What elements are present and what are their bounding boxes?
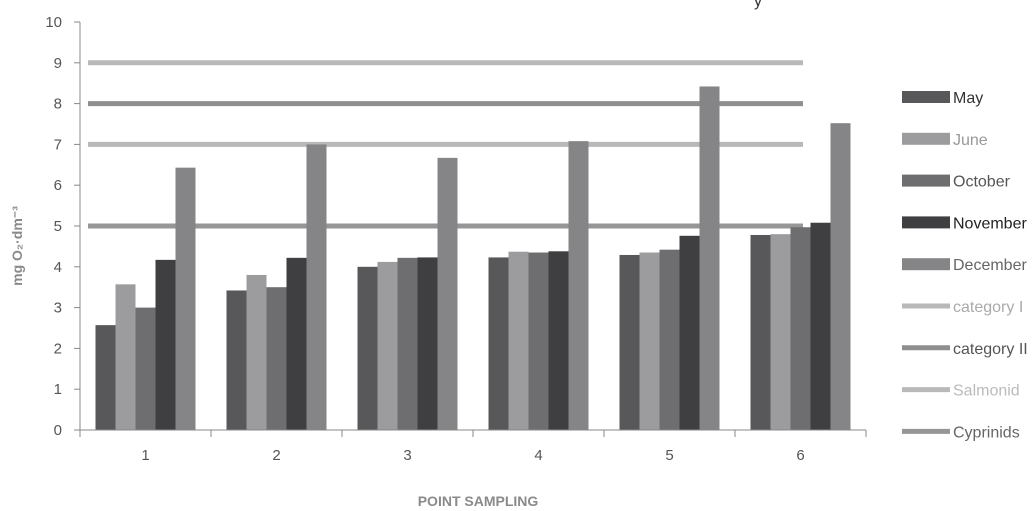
legend-swatch-1 [902,132,950,145]
bar-4-0 [175,167,196,430]
bar-3-0 [155,259,176,430]
bar-3-1 [286,257,307,430]
legend-label-4: December [953,257,1027,274]
bar-3-5 [810,222,831,430]
bar-2-0 [135,307,156,430]
legend-label-6: category II [953,341,1028,358]
bar-2-5 [790,227,811,430]
y-tick-label-5: 5 [54,218,62,235]
bar-1-3 [508,251,529,430]
y-tick-labels: 0 1 2 3 4 5 6 7 8 9 10 [45,14,62,439]
legend-swatch-2 [902,174,950,187]
x-tick-label-4: 5 [665,447,673,464]
y-tick-label-9: 9 [54,55,62,72]
bars [95,86,851,431]
bar-4-4 [699,86,720,431]
bar-0-0 [95,325,116,430]
x-tick-label-0: 1 [141,447,149,464]
x-tick-label-1: 2 [272,447,280,464]
bar-1-2 [377,261,398,430]
x-tick-label-2: 3 [403,447,411,464]
legend-label-7: Salmonid [953,383,1020,400]
legend: May June October November December category I… [902,90,1028,441]
axes [74,21,867,437]
bar-2-3 [528,252,549,430]
bar-0-4 [619,254,640,430]
legend-swatch-3 [902,216,950,229]
y-tick-label-8: 8 [54,96,62,113]
bar-3-4 [679,235,700,430]
bar-3-3 [548,251,569,430]
bar-0-3 [488,257,509,430]
y-tick-label-7: 7 [54,136,62,153]
y-tick-label-3: 3 [54,300,62,317]
x-axis-title: POINT SAMPLING [418,493,539,509]
y-tick-label-6: 6 [54,177,62,194]
bar-0-1 [226,290,247,430]
y-tick-label-1: 1 [54,381,62,398]
bar-1-5 [770,234,791,430]
bar-2-2 [397,257,418,430]
bar-3-2 [417,257,438,430]
legend-label-2: October [953,174,1011,191]
bar-0-2 [357,266,378,430]
chart-title-fragment: y [754,0,762,10]
y-tick-label-0: 0 [54,422,62,439]
bar-2-4 [659,249,680,430]
y-axis-title: mg O₂·dm⁻³ [9,206,25,286]
legend-label-3: November [953,215,1027,232]
legend-label-1: June [953,132,988,149]
y-tick-label-10: 10 [45,14,62,31]
x-tick-labels: 1 2 3 4 5 6 [141,447,804,464]
y-tick-label-4: 4 [54,259,62,276]
legend-swatch-4 [902,258,950,271]
bar-4-1 [306,144,327,430]
bar-1-1 [246,274,267,430]
legend-label-8: Cyprinids [953,424,1020,441]
bar-1-4 [639,252,660,430]
x-tick-label-5: 6 [796,447,804,464]
legend-label-5: category I [953,299,1023,316]
bar-4-2 [437,157,458,430]
legend-swatch-0 [902,91,950,103]
bar-1-0 [115,284,136,430]
y-tick-label-2: 2 [54,340,62,357]
bar-2-1 [266,287,287,430]
legend-label-0: May [953,90,983,107]
bar-4-3 [568,141,589,431]
bar-4-5 [830,123,851,431]
bar-0-5 [750,234,771,430]
x-tick-label-3: 4 [534,447,542,464]
